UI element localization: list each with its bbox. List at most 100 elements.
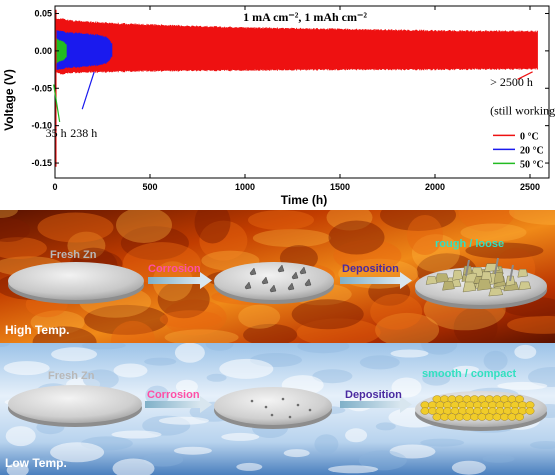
- fresh-zn-label: Fresh Zn: [50, 249, 97, 261]
- ice-crystal: [5, 426, 36, 447]
- lava-blob: [291, 299, 364, 330]
- rough-particle: [518, 281, 532, 291]
- smooth-deposit-disk: [415, 391, 547, 431]
- ice-crystal: [81, 343, 126, 350]
- lava-blob: [162, 299, 227, 336]
- lava-blob: [238, 304, 281, 329]
- corrosion-dot: [270, 413, 274, 417]
- ice-crystal: [173, 446, 212, 455]
- corrosion-dot: [308, 408, 312, 412]
- lava-blob: [509, 210, 555, 225]
- rough-particle: [517, 268, 529, 278]
- ice-crystal: [6, 463, 29, 475]
- smooth-particle: [477, 413, 487, 421]
- lava-blob: [243, 323, 298, 343]
- ice-crystal: [50, 442, 105, 463]
- high-temp-label: High Temp.: [5, 323, 69, 337]
- ice-crystal: [82, 369, 119, 390]
- lava-blob: [453, 307, 498, 343]
- ice-crystal: [420, 438, 465, 447]
- lava-blob: [507, 315, 555, 334]
- lava-blob: [411, 234, 460, 273]
- ice-crystal: [375, 422, 396, 431]
- ice-crystal: [452, 365, 479, 374]
- smooth-particle: [470, 413, 479, 421]
- lava-blob: [194, 210, 231, 244]
- axes: 0 500 1000 1500 2000 2500 -0.15 -0.10 -0.05 0.00 0…: [31, 5, 550, 192]
- corrosion-pits: [244, 264, 312, 293]
- ice-crystal: [530, 441, 555, 449]
- ice-crystal: [206, 373, 227, 382]
- x-tick-label: 2500: [520, 182, 540, 192]
- deposition-arrow-low: [340, 396, 412, 413]
- legend-label: 20 °C: [520, 145, 544, 156]
- rough-particle: [488, 287, 504, 297]
- lava-blob: [157, 280, 210, 319]
- rough-particle: [477, 279, 492, 291]
- ice-crystal: [312, 369, 353, 384]
- ice-crystal: [328, 465, 379, 474]
- corrosion-dot: [250, 399, 254, 403]
- series-layer: [54, 9, 538, 167]
- corrosion-pit: [299, 266, 307, 275]
- smooth-particle: [447, 413, 457, 421]
- annotation-2500h: > 2500 h: [490, 75, 533, 89]
- ice-crystal: [219, 358, 274, 379]
- fresh-zn-label-low: Fresh Zn: [48, 370, 95, 382]
- lava-blob: [0, 237, 47, 260]
- ice-crystal: [283, 449, 310, 458]
- y-axis-label: Voltage (V): [2, 69, 16, 131]
- lava-blob: [333, 239, 402, 272]
- lava-blob: [296, 318, 381, 343]
- smooth-particle: [485, 413, 494, 421]
- ice-crystal: [112, 458, 155, 475]
- ice-crystal: [359, 355, 400, 370]
- corrosion-dot: [288, 415, 292, 419]
- ice-crystal: [483, 350, 508, 371]
- rough-deposit-disk: [415, 257, 547, 309]
- corrosion-label-low: Corrosion: [147, 389, 200, 401]
- ice-crystal: [113, 363, 148, 378]
- dendrite-spike: [494, 257, 499, 275]
- smooth-particle: [462, 413, 472, 421]
- lava-blob: [407, 215, 443, 255]
- ice-crystal: [390, 349, 429, 358]
- chart-title: 1 mA cm⁻², 1 mAh cm⁻²: [243, 10, 367, 24]
- smooth-particle: [500, 413, 509, 421]
- corrosion-dot: [281, 397, 285, 401]
- corrosion-dot: [296, 403, 300, 407]
- rough-zn-particles: [425, 257, 532, 297]
- smooth-particle: [525, 407, 535, 415]
- ice-crystal: [37, 457, 58, 466]
- lava-blob: [248, 210, 314, 230]
- dendrite-spike: [465, 259, 470, 277]
- lava-blob: [199, 220, 248, 261]
- ice-crystal: [358, 450, 407, 471]
- lava-blob: [116, 210, 172, 243]
- smooth-particle: [515, 413, 524, 421]
- rough-particle: [425, 276, 438, 285]
- corrosion-pit: [249, 267, 257, 276]
- rough-particle: [452, 270, 463, 281]
- lava-blob: [120, 226, 189, 261]
- x-tick-label: 0: [52, 182, 57, 192]
- ice-crystal: [111, 430, 162, 439]
- annotation-238h: 238 h: [70, 126, 97, 140]
- series-0c: [54, 17, 538, 75]
- lava-blob: [0, 218, 30, 242]
- lightly-corroded-disk: [214, 387, 332, 429]
- y-tick-label: 0.05: [34, 8, 52, 18]
- ice-crystal: [528, 367, 555, 387]
- rough-particle: [442, 281, 455, 291]
- corrosion-pit: [304, 278, 312, 287]
- series-band: [54, 17, 538, 75]
- smooth-particle: [428, 407, 437, 415]
- annotations: 35 h 238 h > 2500 h (still working): [46, 71, 555, 140]
- lava-blob: [111, 320, 156, 343]
- fresh-zn-disk: [8, 262, 144, 304]
- ice-crystal: [174, 343, 205, 363]
- corrosion-pit: [244, 281, 252, 290]
- lava-blob: [252, 229, 331, 248]
- ice-crystal: [345, 428, 368, 443]
- ice-crystal: [221, 432, 260, 441]
